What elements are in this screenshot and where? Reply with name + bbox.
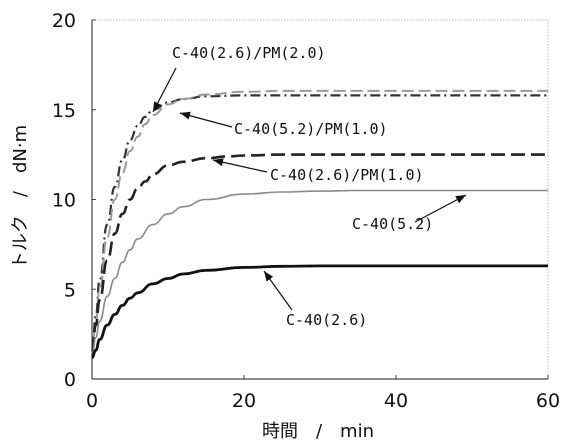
series-line-5 — [91, 264, 548, 359]
y-tick-label: 10 — [52, 190, 76, 212]
y-tick-label: 20 — [52, 10, 76, 32]
x-tick-label: 20 — [232, 390, 256, 412]
annotation-arrowhead — [180, 111, 191, 120]
x-tick-label: 60 — [536, 390, 560, 412]
annotation-layer: C-40(2.6)/PM(2.0) C-40(5.2)/PM(1.0) C-40(2… — [152, 44, 467, 329]
x-axis-title: 時間 / min — [262, 421, 374, 441]
annotation-arrowhead — [213, 158, 224, 167]
annotation-arrowhead — [264, 271, 274, 282]
annotation-label: C-40(5.2) — [352, 215, 433, 233]
tick-labels: 0 20 40 60 0 5 10 15 20 — [52, 10, 560, 412]
y-axis-title: トルク / dN·m — [10, 125, 31, 269]
y-tick-label: 15 — [52, 100, 76, 122]
series-line-3 — [90, 153, 548, 354]
annotation-label: C-40(2.6)/PM(2.0) — [172, 44, 326, 62]
annotation-label: C-40(2.6)/PM(1.0) — [270, 166, 424, 184]
y-tick-label: 0 — [64, 369, 76, 391]
annotation-arrowhead — [153, 101, 162, 112]
y-tick-label: 5 — [64, 279, 76, 301]
annotation-label: C-40(5.2)/PM(1.0) — [234, 120, 388, 138]
x-tick-label: 40 — [384, 390, 408, 412]
x-tick-label: 0 — [86, 390, 98, 412]
series-line-2 — [91, 89, 548, 355]
annotation-arrowhead — [455, 195, 466, 204]
annotation-label: C-40(2.6) — [286, 311, 367, 329]
series-line-4 — [91, 189, 548, 357]
